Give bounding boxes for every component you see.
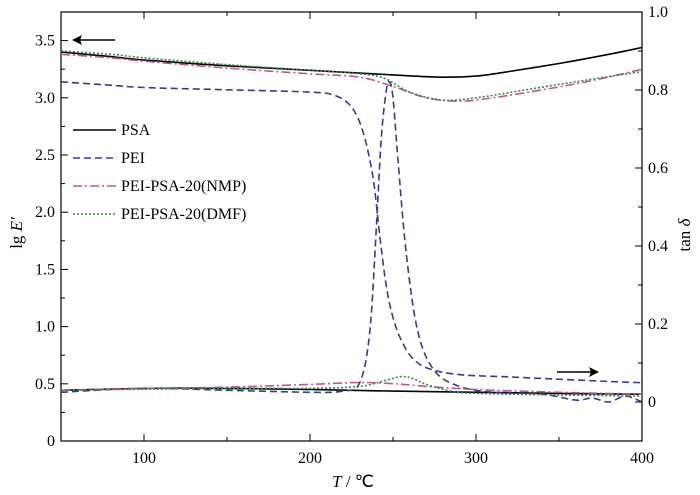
y-left-tick-label: 0.5	[35, 376, 55, 393]
x-axis-symbol: T	[332, 472, 343, 491]
y-left-tick-label: 3.5	[35, 33, 55, 50]
y-right-tick-label: 0.2	[648, 316, 668, 333]
plot-frame	[60, 11, 643, 442]
x-tick-label: 200	[298, 450, 322, 467]
series-line-pei-tan-delta	[60, 80, 643, 403]
x-tick-label: 300	[464, 450, 488, 467]
series-line-pei-psa-20-nmp--tan-delta	[60, 381, 643, 395]
y-left-axis-prefix: lg	[7, 231, 26, 248]
series-line-pei-psa-20-dmf--tan-delta	[60, 375, 643, 397]
series-line-pei-modulus	[60, 81, 643, 384]
y-right-tick-label: 0.6	[648, 160, 668, 177]
y-left-tick-label: 2.5	[35, 147, 55, 164]
x-axis-unit: / ℃	[342, 472, 374, 491]
plot-frame-group	[60, 11, 643, 442]
y-right-tick-label: 0.8	[648, 82, 668, 99]
annotations-group	[72, 35, 599, 377]
x-axis-title: T / ℃	[332, 472, 374, 491]
x-tick-label: 400	[630, 450, 654, 467]
y-left-tick-label: 2.0	[35, 204, 55, 221]
legend-label: PEI-PSA-20(NMP)	[121, 178, 246, 195]
arrow-right-head-icon	[589, 367, 599, 377]
y-right-tick-label: 1.0	[648, 4, 668, 21]
series-line-psa-modulus	[60, 46, 643, 79]
series-group	[60, 46, 643, 403]
y-right-tick-label: 0	[648, 394, 656, 411]
y-right-axis-symbol: δ	[675, 217, 694, 226]
x-tick-label: 100	[132, 450, 156, 467]
y-left-tick-label: 1.5	[35, 261, 55, 278]
series-line-pei-psa-20-nmp--modulus	[60, 53, 643, 103]
legend-label: PEI-PSA-20(DMF)	[121, 206, 246, 223]
y-left-axis-symbol: E′	[7, 217, 26, 232]
ticks-group: 100 200 300 400 0 0.5 1.0 1.5 2.0 2.5 3.0 3.5 0 0.2 0.…	[35, 4, 668, 467]
legend-label: PSA	[121, 122, 151, 139]
legend: PSA PEI PEI-PSA-20(NMP) PEI-PSA-20(DMF)	[73, 122, 246, 223]
y-left-tick-label: 3.0	[35, 90, 55, 107]
y-left-axis-title: lg E′	[7, 217, 26, 249]
legend-label: PEI	[121, 150, 145, 167]
y-right-tick-label: 0.4	[648, 238, 668, 255]
arrow-left-head-icon	[72, 35, 82, 45]
y-left-tick-label: 0	[47, 433, 55, 450]
y-left-tick-label: 1.0	[35, 319, 55, 336]
y-right-axis-title: tan δ	[675, 217, 694, 251]
y-right-axis-prefix: tan	[675, 226, 694, 251]
